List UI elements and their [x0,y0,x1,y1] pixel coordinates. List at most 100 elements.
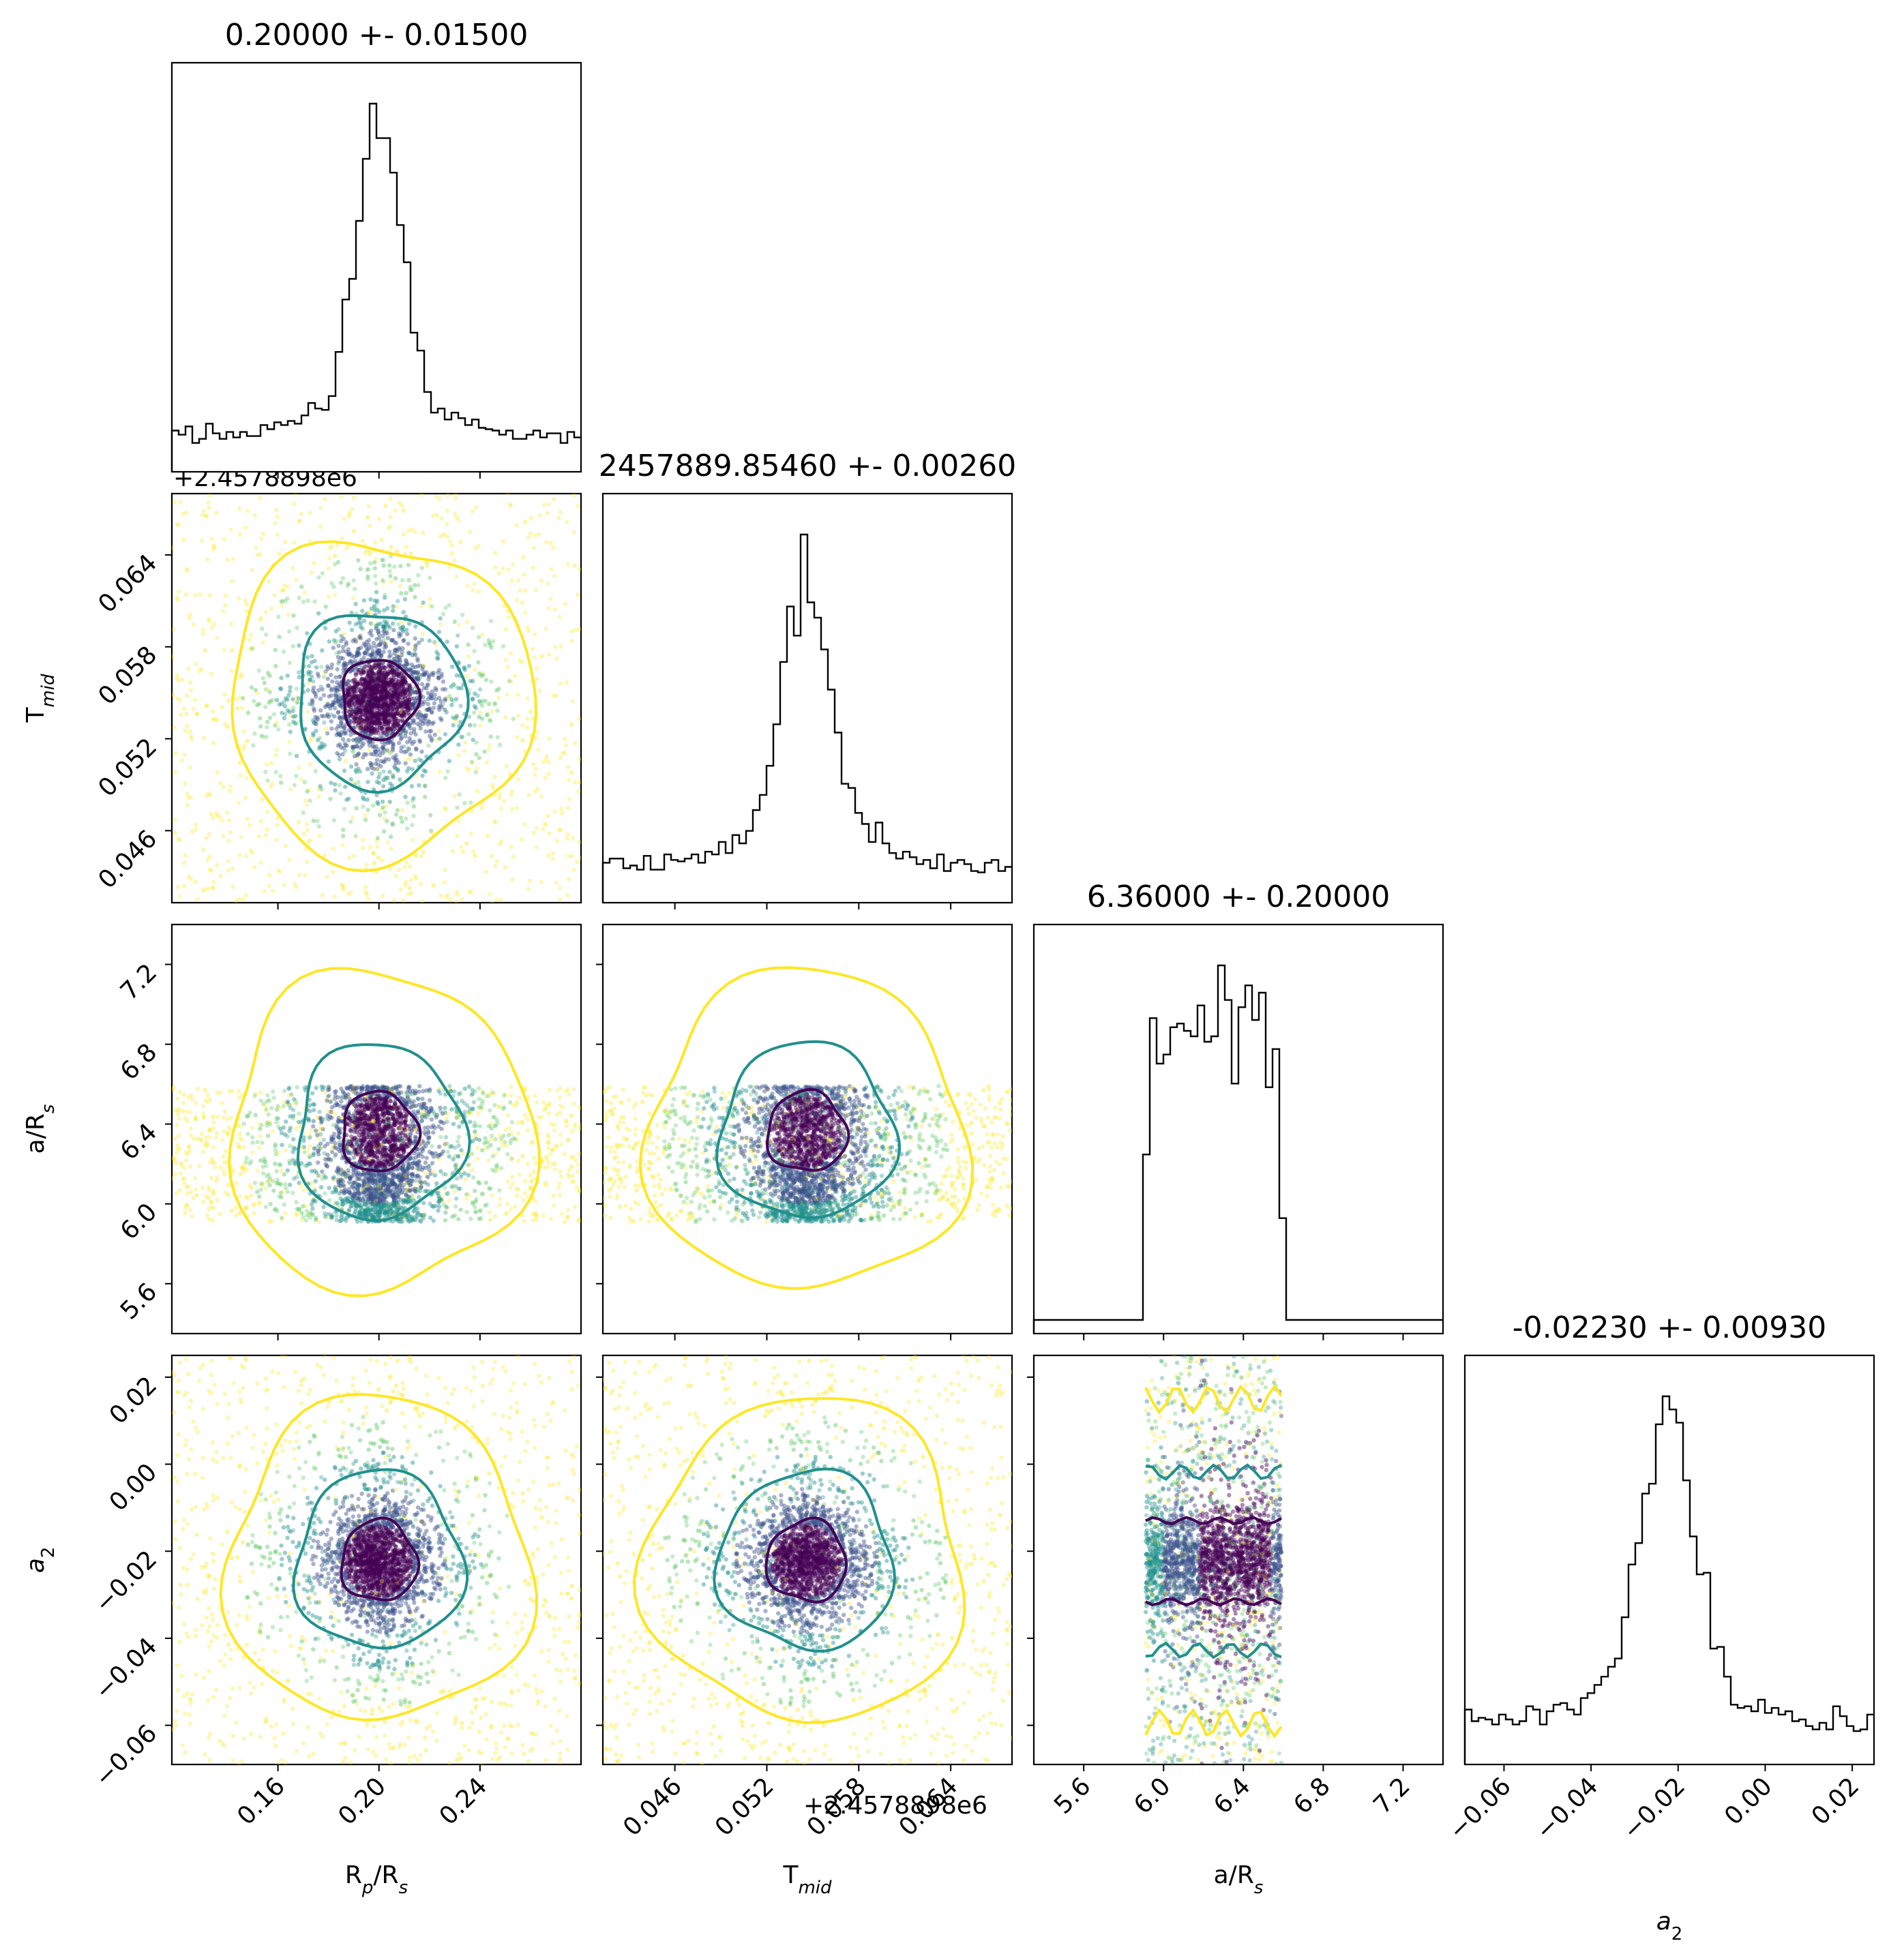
sample-point [341,1172,346,1177]
sample-point [415,659,420,663]
sample-point [363,725,368,730]
sample-point [309,570,314,575]
sample-point [317,1126,323,1132]
sample-point [235,697,239,702]
sample-point [383,687,387,691]
sample-point [372,714,377,719]
sample-point [369,691,374,695]
sample-point [348,1129,354,1134]
sample-point [412,1102,417,1108]
sample-point [381,760,386,764]
sample-point [357,701,362,706]
sample-point [373,687,378,692]
sample-point [301,599,306,604]
sample-point [401,1162,406,1167]
sample-point [522,520,528,524]
sample-point [395,725,400,731]
sample-point [406,650,411,655]
sample-point [358,701,363,706]
sample-point [370,727,374,732]
sample-point [325,701,330,706]
sample-point [222,1129,226,1134]
sample-point [366,708,370,713]
sample-point [383,695,387,700]
sample-point [366,681,370,686]
sample-point [361,699,366,704]
sample-point [391,700,396,705]
sample-point [299,1217,305,1222]
sample-point [565,1138,570,1143]
sample-point [376,704,381,709]
sample-point [339,730,344,735]
sample-point [370,710,375,715]
sample-point [474,740,479,745]
sample-point [250,851,255,856]
sample-point [413,697,418,702]
sample-point [382,683,387,688]
sample-point [423,713,428,719]
sample-point [187,729,192,734]
sample-point [348,1087,353,1092]
sample-point [337,732,342,738]
sample-point [256,834,261,839]
sample-point [370,702,375,706]
sample-point [451,1122,456,1126]
sample-point [369,710,374,715]
sample-point [366,1176,371,1181]
sample-point [353,1207,358,1212]
sample-point [351,738,356,742]
sample-point [407,1085,412,1089]
sample-point [407,685,412,690]
sample-point [378,695,383,701]
sample-point [226,858,231,864]
sample-point [458,1186,463,1191]
sample-point [356,693,361,698]
sample-point [402,1144,406,1149]
sample-point [358,1143,363,1147]
sample-point [327,556,332,561]
sample-point [391,692,396,697]
sample-point [368,728,374,733]
sample-point [402,1177,408,1182]
sample-point [374,690,379,695]
sample-point [445,1206,450,1211]
sample-point [368,1119,373,1124]
panel-a2-tmid [601,1354,1013,1766]
sample-point [330,702,335,708]
sample-point [389,637,394,643]
sample-point [391,1160,396,1164]
sample-point [368,688,372,693]
sample-point [397,1126,402,1130]
sample-point [359,677,364,682]
sample-point [477,1137,482,1143]
scatter-ars-rp [172,967,581,1297]
sample-point [400,820,404,824]
sample-point [352,637,357,642]
sample-point [291,613,296,618]
sample-point [282,1202,286,1207]
sample-point [423,720,428,725]
sample-point [184,711,189,717]
sample-point [386,670,391,674]
sample-point [193,879,198,884]
sample-point [473,1188,477,1193]
sample-point [372,721,377,726]
sample-point [401,678,406,682]
sample-point [556,515,561,521]
sample-point [382,730,387,736]
sample-point [577,757,581,762]
sample-point [373,1117,378,1122]
sample-point [381,751,385,755]
sample-point [346,1139,351,1144]
sample-point [399,1140,404,1145]
sample-point [362,691,367,695]
sample-point [348,697,353,703]
sample-point [402,704,407,709]
sample-point [287,710,292,715]
sample-point [438,1198,443,1203]
sample-point [344,1189,349,1194]
sample-point [370,680,375,685]
sample-point [252,1180,258,1186]
sample-point [380,1106,385,1111]
sample-point [350,690,355,695]
